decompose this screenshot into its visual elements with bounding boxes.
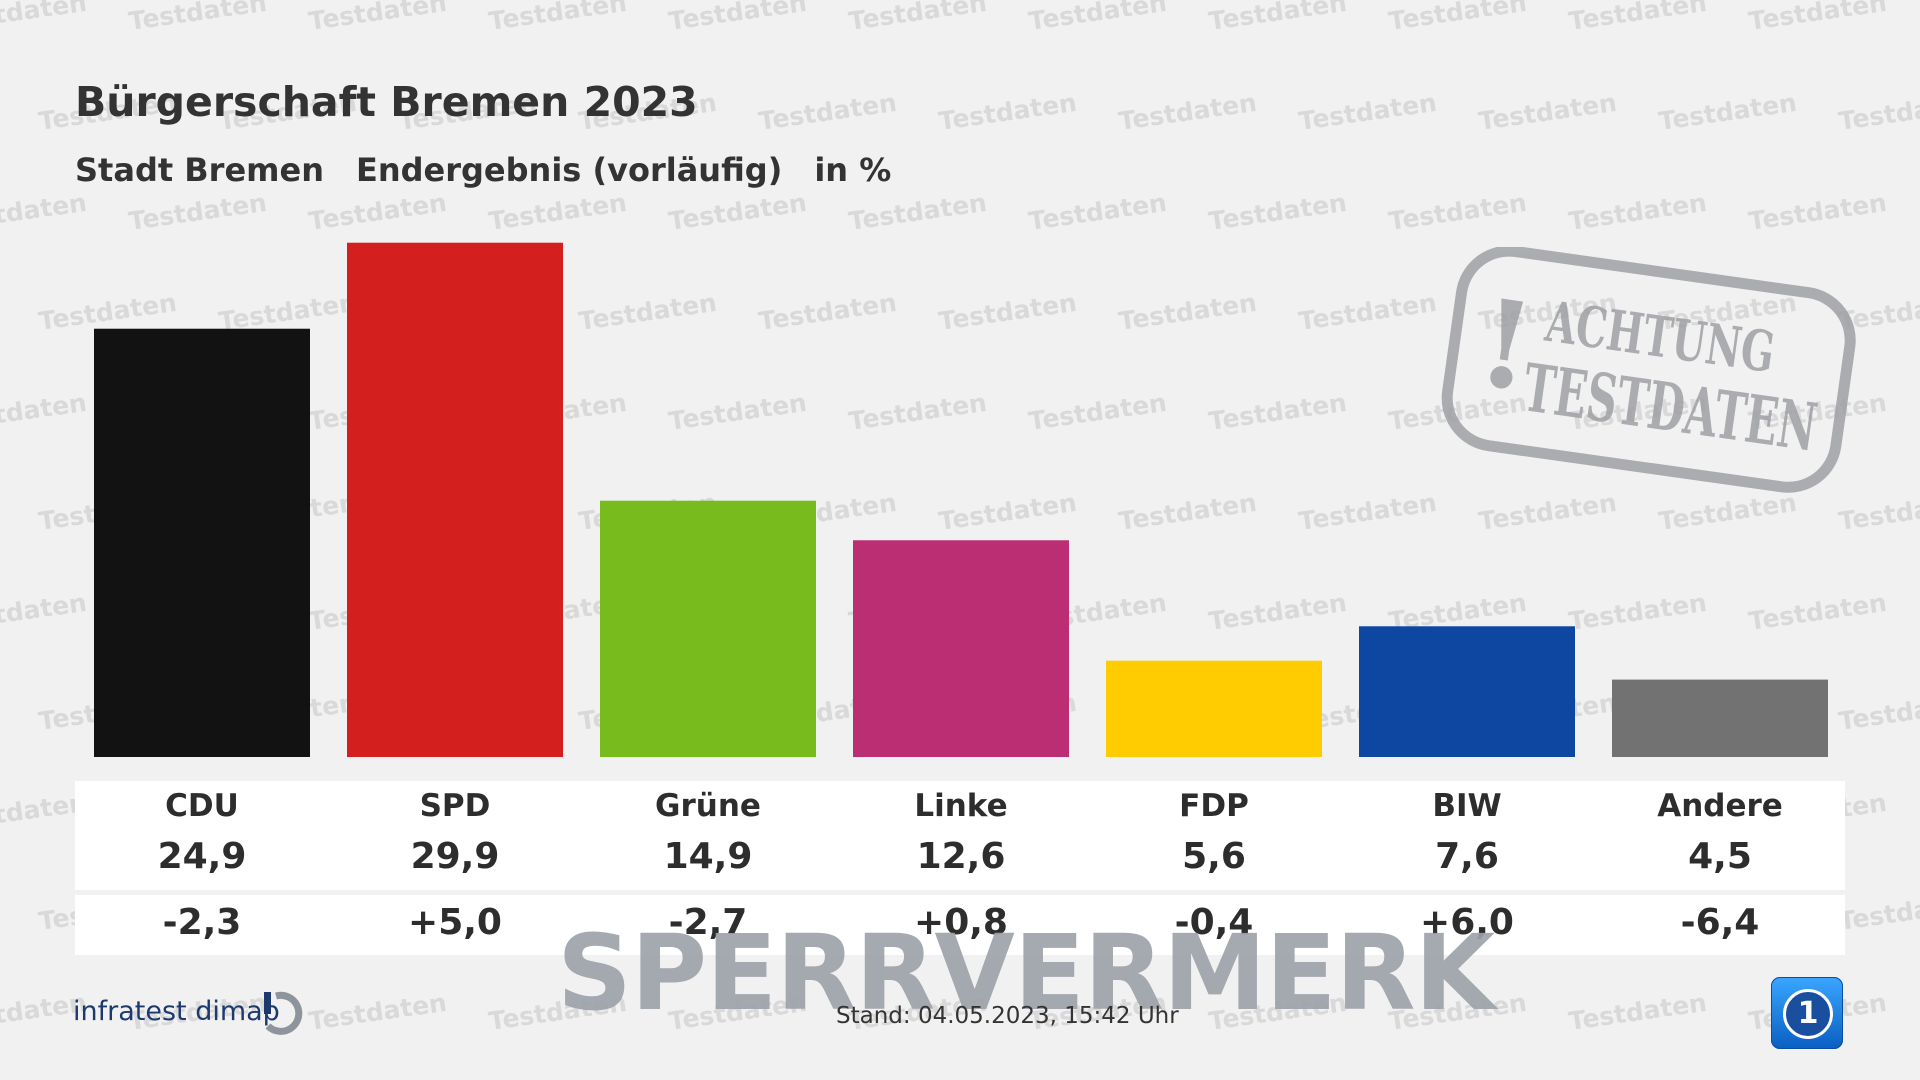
party-values-panel: CDU 24,9 SPD 29,9 Grüne 14,9 Linke 12,6 FDP 5,6 BI… bbox=[75, 781, 1845, 890]
value-label-biw: 7,6 bbox=[1435, 836, 1499, 877]
change-label-linke: +0,8 bbox=[914, 902, 1008, 943]
party-label-cdu: CDU bbox=[165, 788, 239, 824]
bar-chart bbox=[94, 242, 1828, 758]
ard-logo-icon: 1 bbox=[1771, 977, 1843, 1049]
bar-fdp bbox=[1106, 660, 1322, 757]
value-label-spd: 29,9 bbox=[410, 836, 500, 877]
bar-grüne bbox=[600, 500, 816, 757]
watermark-text: Testdaten bbox=[307, 988, 449, 1036]
test-data-stamp: ! ACHTUNG TESTDATEN bbox=[1441, 247, 1856, 493]
change-label-biw: +6,0 bbox=[1420, 902, 1514, 943]
ard-one-glyph: 1 bbox=[1783, 989, 1833, 1039]
stand-timestamp: Stand: 04.05.2023, 15:42 Uhr bbox=[836, 1003, 1179, 1029]
sperrvermerk-overlay: SPERRVERMERK bbox=[557, 912, 1495, 1034]
bar-biw bbox=[1359, 626, 1575, 757]
page-title: Bürgerschaft Bremen 2023 bbox=[75, 78, 698, 126]
change-label-grüne: -2,7 bbox=[668, 902, 748, 943]
watermark-text: Testdaten bbox=[1567, 988, 1709, 1036]
subtitle-unit: in % bbox=[814, 151, 892, 189]
party-label-fdp: FDP bbox=[1179, 788, 1249, 824]
party-label-linke: Linke bbox=[914, 788, 1008, 824]
infratest-logo-icon bbox=[264, 991, 303, 1035]
page-subtitle: Stadt Bremen Endergebnis (vorläufig) in % bbox=[75, 151, 923, 189]
value-label-grüne: 14,9 bbox=[663, 836, 753, 877]
bar-cdu bbox=[94, 328, 310, 757]
party-label-spd: SPD bbox=[419, 788, 491, 824]
change-label-andere: -6,4 bbox=[1680, 902, 1760, 943]
party-changes-panel: -2,3 +5,0 -2,7 +0,8 -0,4 +6,0 -6,4 bbox=[75, 895, 1845, 955]
subtitle-result: Endergebnis (vorläufig) bbox=[355, 151, 783, 189]
value-label-fdp: 5,6 bbox=[1182, 836, 1246, 877]
change-label-fdp: -0,4 bbox=[1174, 902, 1254, 943]
value-label-andere: 4,5 bbox=[1688, 836, 1752, 877]
value-label-linke: 12,6 bbox=[916, 836, 1006, 877]
watermark-text: Testdaten bbox=[1837, 888, 1920, 936]
bar-andere bbox=[1612, 679, 1828, 757]
party-label-biw: BIW bbox=[1432, 788, 1502, 824]
subtitle-area: Stadt Bremen bbox=[75, 151, 324, 189]
bar-linke bbox=[853, 540, 1069, 757]
bar-spd bbox=[347, 242, 563, 758]
party-label-andere: Andere bbox=[1657, 788, 1783, 824]
infratest-dimap-logo: infratest dimap bbox=[73, 996, 280, 1027]
party-label-grüne: Grüne bbox=[655, 788, 761, 824]
value-label-cdu: 24,9 bbox=[157, 836, 247, 877]
change-label-cdu: -2,3 bbox=[162, 902, 242, 943]
change-label-spd: +5,0 bbox=[408, 902, 502, 943]
